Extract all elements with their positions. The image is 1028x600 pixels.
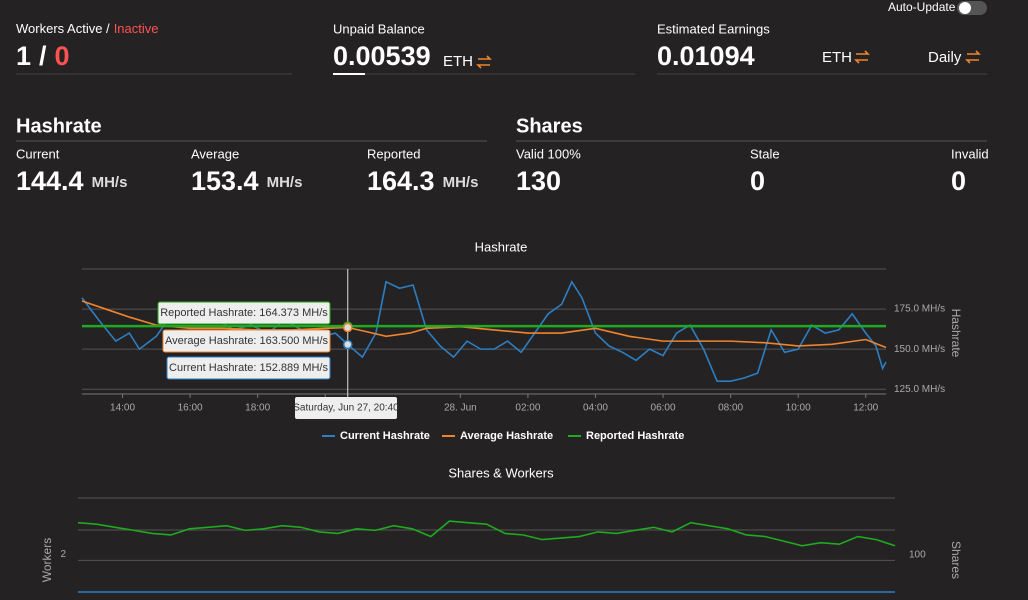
stat-number: 0	[951, 166, 966, 196]
stat-label: Reported	[367, 146, 420, 161]
workers-active: 1	[16, 41, 31, 71]
y-tick-label: 125.0 MH/s	[894, 384, 945, 395]
tooltip-box	[162, 329, 331, 353]
x-tick-label: 06:00	[651, 403, 676, 414]
legend-label: Current Hashrate	[340, 430, 430, 442]
stat-label: Valid 100%	[516, 146, 581, 161]
workers-value: 1 / 0	[16, 41, 70, 71]
stat-value: 0	[750, 166, 765, 196]
earnings-value: 0.01094	[657, 41, 755, 71]
swap-icons	[476, 50, 981, 69]
x-tick-label: 28. Jun	[444, 403, 477, 414]
tooltip-text: Reported Hashrate: 164.373 MH/s	[160, 307, 328, 319]
stat-label: Average	[191, 146, 239, 161]
shares-heading: Shares	[516, 115, 583, 137]
stat-number: 164.3	[367, 166, 435, 196]
hover-marker	[343, 322, 353, 333]
stat-label: Invalid	[951, 146, 989, 161]
tooltip-text: Current Hashrate: 152.889 MH/s	[169, 362, 328, 374]
unpaid-unit[interactable]: ETH	[443, 53, 473, 70]
auto-update-label: Auto-Update	[888, 0, 956, 14]
stat-value: 0	[951, 166, 966, 196]
stat-number: 144.4	[16, 166, 84, 196]
hover-marker	[343, 339, 353, 350]
x-tick-label: 08:00	[718, 403, 743, 414]
stat-unit: MH/s	[267, 174, 303, 191]
x-tick-label: 04:00	[583, 403, 608, 414]
earnings-period[interactable]: Daily	[928, 49, 962, 66]
earnings-label: Estimated Earnings	[657, 21, 770, 36]
y-tick-label: 150.0 MH/s	[894, 344, 945, 355]
series-line	[77, 520, 896, 547]
tooltip-text: Average Hashrate: 163.500 MH/s	[165, 335, 329, 347]
workers-label: Workers Active / Inactive	[16, 21, 159, 36]
y-axis-label: Workers	[40, 538, 54, 582]
chart-title: Shares & Workers	[448, 465, 554, 480]
earnings-unit[interactable]: ETH	[822, 49, 852, 66]
stat-label: Current	[16, 146, 60, 161]
stat-value: 130	[516, 166, 561, 196]
tooltip-box	[166, 356, 331, 380]
x-tick-label: 14:00	[110, 403, 135, 414]
x-tick-label: 12:00	[853, 403, 878, 414]
auto-update-toggle[interactable]	[957, 1, 987, 15]
legend-label: Reported Hashrate	[586, 430, 684, 442]
workers-active-label: Workers Active /	[16, 21, 110, 36]
chart-title: Hashrate	[475, 239, 528, 254]
unpaid-label: Unpaid Balance	[333, 21, 425, 36]
legend-label: Average Hashrate	[460, 430, 553, 442]
x-tick-label: 18:00	[245, 403, 270, 414]
workers-inactive-label: Inactive	[114, 21, 159, 36]
workers-separator: /	[39, 41, 47, 71]
hashrate-heading: Hashrate	[16, 115, 102, 137]
workers-inactive: 0	[55, 41, 70, 71]
date-tooltip-text: Saturday, Jun 27, 20:40	[293, 403, 399, 414]
y-axis-label: Hashrate	[949, 309, 963, 358]
y-tick-label: 175.0 MH/s	[894, 304, 945, 315]
y2-axis-label: Shares	[949, 541, 963, 579]
unpaid-value: 0.00539	[333, 41, 431, 71]
y-tick-label: 2	[60, 549, 66, 560]
date-tooltip	[295, 397, 397, 419]
stat-unit: MH/s	[443, 174, 479, 191]
y2-tick-label: 100	[909, 550, 926, 561]
stat-unit: MH/s	[92, 174, 128, 191]
stat-label: Stale	[750, 146, 780, 161]
stat-value: 144.4 MH/s	[16, 166, 127, 196]
stat-number: 0	[750, 166, 765, 196]
x-tick-label: 02:00	[515, 403, 540, 414]
tooltip-box	[157, 301, 331, 325]
stat-value: 164.3 MH/s	[367, 166, 478, 196]
stat-value: 153.4 MH/s	[191, 166, 302, 196]
x-tick-label: 10:00	[786, 403, 811, 414]
x-tick-label: 16:00	[178, 403, 203, 414]
stat-number: 153.4	[191, 166, 259, 196]
stat-number: 130	[516, 166, 561, 196]
series-line	[81, 300, 887, 349]
